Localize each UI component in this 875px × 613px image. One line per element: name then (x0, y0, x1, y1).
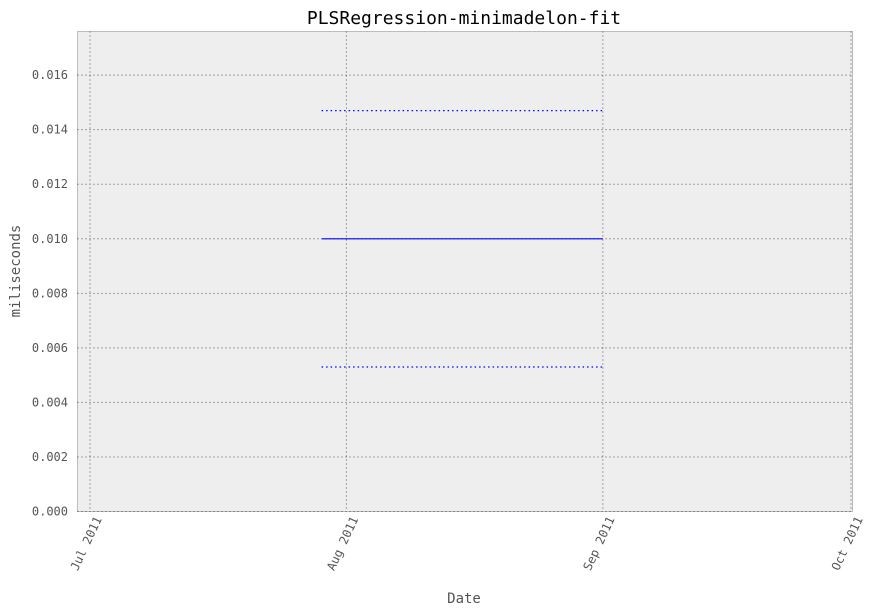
y-tick-label: 0.002 (32, 450, 68, 464)
y-tick-label: 0.006 (32, 341, 68, 355)
y-tick-label: 0.008 (32, 286, 68, 300)
y-tick-label: 0.004 (32, 395, 68, 409)
series-layer (321, 109, 603, 368)
x-tick-label: Jul 2011 (68, 514, 105, 572)
x-grid (89, 31, 852, 512)
y-axis-label: miliseconds (8, 225, 24, 318)
y-tick-label: 0.000 (32, 505, 68, 519)
x-axis-label: Date (447, 591, 481, 607)
plot-area (77, 31, 853, 512)
x-tick-label: Aug 2011 (324, 514, 361, 572)
x-tick-label: Sep 2011 (580, 514, 617, 572)
y-tick-label: 0.012 (32, 177, 68, 191)
x-tick-labels: Jul 2011 Aug 2011 Sep 2011 Oct 2011 (68, 514, 866, 572)
y-tick-label: 0.014 (32, 123, 68, 137)
y-tick-label: 0.010 (32, 232, 68, 246)
x-tick-label: Oct 2011 (829, 514, 866, 572)
chart-title: PLSRegression-minimadelon-fit (307, 8, 621, 29)
y-tick-label: 0.016 (32, 68, 68, 82)
y-tick-labels: 0.000 0.002 0.004 0.006 0.008 0.010 0.012 0.014… (32, 68, 68, 518)
